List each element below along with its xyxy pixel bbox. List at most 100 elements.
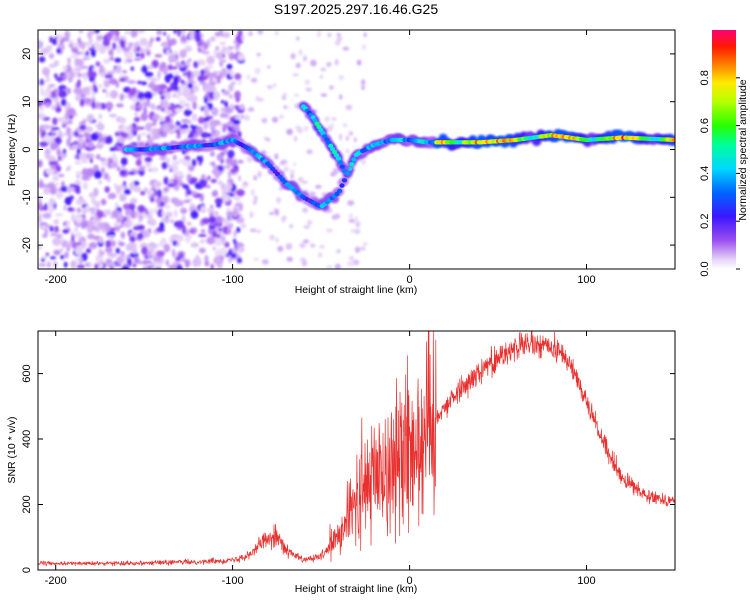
noise-blob: [198, 178, 207, 188]
colorbar-tick-label: 0.2: [699, 214, 711, 229]
noise-blob: [121, 124, 127, 132]
noise-blob: [101, 136, 106, 143]
noise-blob: [198, 234, 207, 237]
track-cell: [351, 157, 357, 162]
noise-blob: [142, 229, 151, 238]
noise-blob: [54, 225, 59, 233]
noise-blob: [152, 114, 159, 121]
noise-blob: [144, 162, 152, 168]
noise-blob: [161, 131, 168, 137]
noise-blob: [220, 232, 225, 238]
noise-blob: [78, 256, 83, 265]
noise-blob: [303, 225, 311, 229]
noise-blob: [173, 125, 180, 130]
noise-blob: [223, 123, 227, 132]
noise-blob: [125, 30, 131, 35]
noise-blob: [63, 261, 68, 268]
noise-blob: [238, 175, 242, 182]
noise-blob: [174, 160, 180, 165]
noise-blob: [54, 213, 64, 217]
noise-blob: [44, 229, 49, 235]
noise-blob: [253, 175, 258, 181]
noise-blob: [189, 177, 198, 184]
noise-blob: [114, 57, 122, 63]
noise-blob: [197, 75, 203, 82]
noise-blob: [136, 46, 141, 52]
noise-blob: [60, 254, 65, 260]
noise-blob: [98, 236, 104, 244]
noise-blob: [45, 168, 55, 175]
noise-blob: [326, 125, 334, 132]
noise-blob: [321, 192, 327, 198]
noise-blob: [59, 247, 64, 253]
noise-blob: [212, 246, 216, 251]
noise-blob: [253, 257, 259, 261]
noise-blob: [45, 75, 51, 83]
track-cell: [341, 168, 347, 174]
noise-blob: [95, 61, 101, 67]
noise-blob: [272, 83, 277, 88]
colorbar-ticks: 0.0 0.2 0.4 0.6 0.8: [699, 70, 740, 277]
noise-blob: [223, 217, 230, 227]
noise-blob: [173, 76, 179, 82]
noise-blob: [190, 203, 195, 208]
noise-blob: [191, 191, 198, 196]
noise-blob: [88, 220, 94, 228]
noise-blob: [75, 67, 82, 72]
noise-blob: [266, 85, 274, 89]
noise-blob: [160, 95, 166, 100]
noise-blob: [224, 107, 234, 114]
noise-blob: [87, 233, 95, 240]
noise-blob: [123, 180, 127, 186]
noise-blob: [106, 32, 112, 41]
noise-blob: [55, 106, 62, 113]
noise-blob: [88, 207, 96, 212]
noise-blob: [98, 113, 103, 120]
noise-blob: [197, 59, 206, 66]
noise-blob: [49, 198, 55, 206]
noise-blob: [307, 220, 312, 226]
noise-blob: [222, 165, 228, 169]
noise-blob: [77, 72, 83, 78]
noise-blob: [141, 81, 148, 86]
noise-blob: [136, 30, 146, 34]
noise-blob: [213, 256, 222, 265]
noise-blob: [240, 223, 247, 229]
noise-blob: [303, 55, 308, 62]
noise-blob: [38, 245, 43, 250]
noise-blob: [119, 39, 124, 48]
noise-blob: [62, 148, 67, 154]
noise-blob: [102, 58, 111, 64]
noise-blob: [334, 263, 341, 269]
noise-blob: [342, 46, 349, 51]
noise-blob: [129, 235, 136, 243]
noise-blob: [38, 214, 43, 219]
noise-blob: [80, 220, 89, 229]
noise-blob: [105, 240, 112, 249]
noise-blob: [292, 162, 297, 166]
noise-blob: [234, 73, 242, 81]
noise-blob: [199, 239, 206, 244]
noise-blob: [116, 45, 123, 54]
noise-blob: [236, 226, 241, 233]
noise-blob: [42, 233, 48, 238]
noise-blob: [64, 102, 71, 110]
noise-blob: [137, 134, 141, 142]
noise-blob: [134, 57, 142, 61]
noise-blob: [181, 118, 190, 123]
noise-blob: [207, 85, 217, 92]
noise-blob: [164, 115, 171, 124]
noise-blob: [71, 234, 75, 243]
noise-blob: [175, 199, 184, 207]
noise-blob: [96, 142, 103, 150]
noise-blob: [178, 99, 186, 107]
noise-blob: [95, 225, 100, 232]
noise-blob: [222, 90, 230, 96]
noise-blob: [103, 172, 109, 180]
noise-blob: [75, 59, 84, 67]
noise-blob: [163, 243, 171, 253]
track-cell: [341, 178, 348, 183]
noise-blob: [315, 184, 322, 189]
noise-blob: [219, 30, 223, 36]
y-tick-label: -20: [21, 237, 33, 253]
